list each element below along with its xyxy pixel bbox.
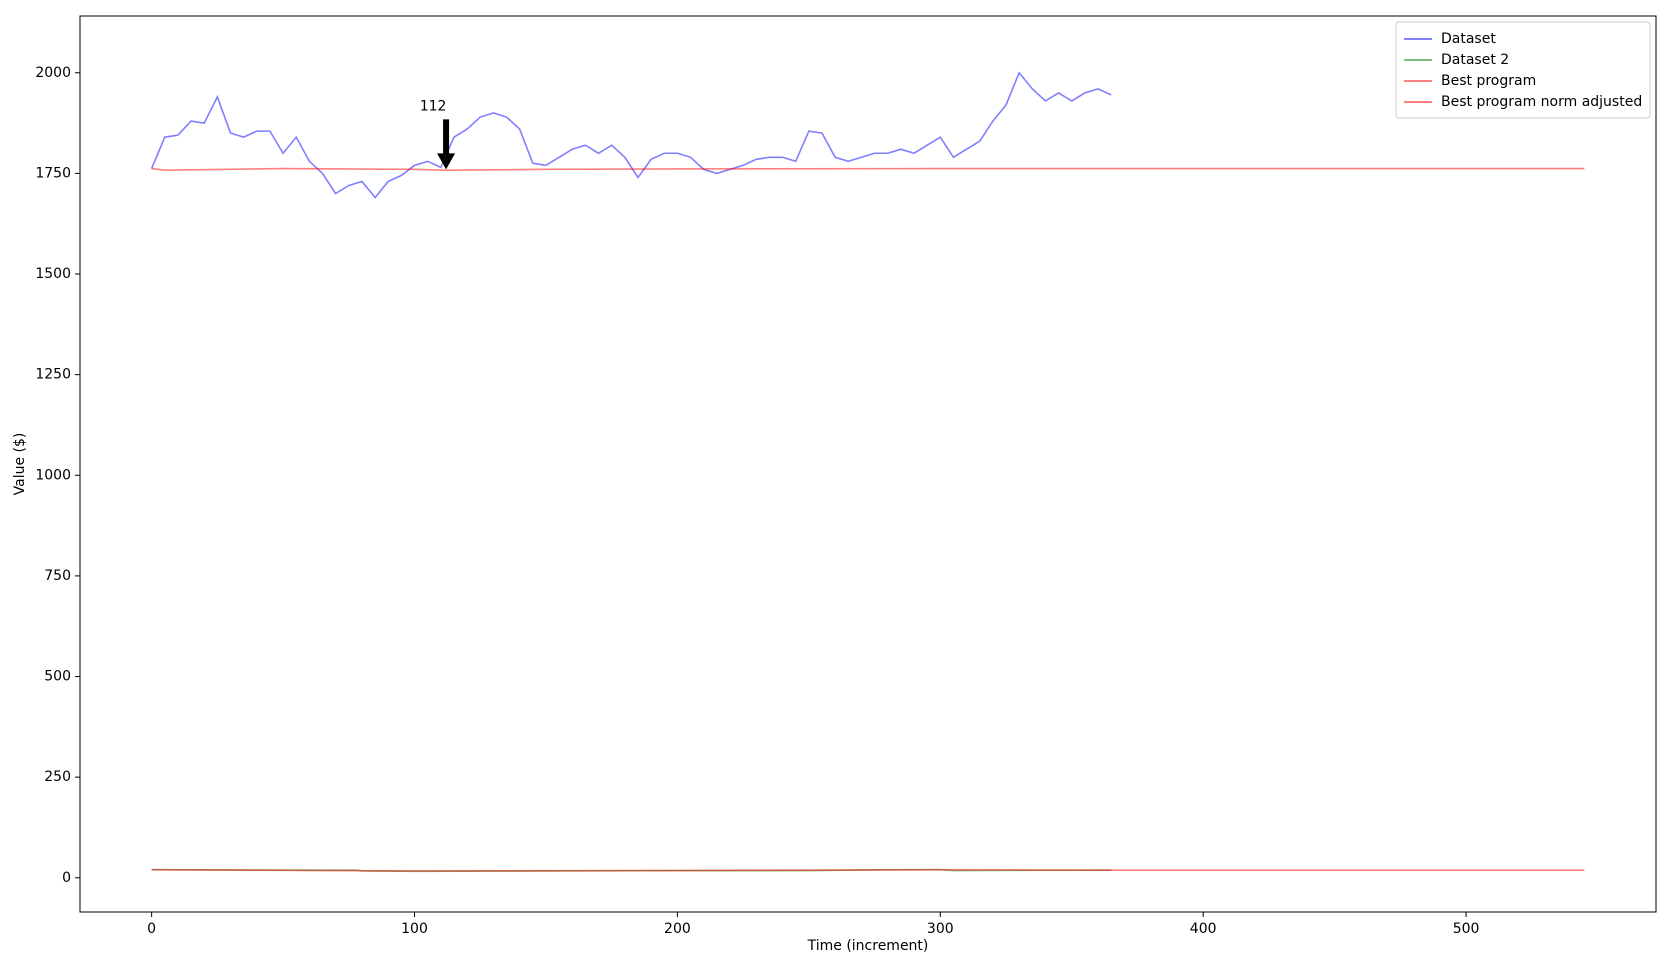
y-tick-label: 750	[44, 568, 71, 584]
x-tick-label: 100	[401, 921, 428, 937]
y-tick-label: 1000	[35, 467, 71, 483]
legend-label: Dataset	[1441, 31, 1496, 47]
x-tick-label: 0	[147, 921, 156, 937]
y-tick-label: 2000	[35, 65, 71, 81]
y-tick-label: 1750	[35, 165, 71, 181]
legend-label: Dataset 2	[1441, 52, 1509, 68]
legend-label: Best program	[1441, 73, 1536, 89]
x-tick-label: 300	[927, 921, 954, 937]
x-tick-label: 500	[1453, 921, 1480, 937]
x-axis-label: Time (increment)	[807, 938, 929, 954]
data-line	[151, 167, 1585, 171]
y-tick-label: 1250	[35, 367, 71, 383]
legend-box	[1395, 21, 1651, 119]
y-axis-label: Value ($)	[12, 433, 28, 496]
y-tick-label: 250	[44, 769, 71, 785]
x-tick-label: 400	[1190, 921, 1217, 937]
y-tick-label: 0	[62, 870, 71, 886]
data-line	[151, 868, 1585, 872]
plot-frame	[79, 15, 1657, 913]
y-tick-label: 1500	[35, 266, 71, 282]
annotation-text: 112	[420, 98, 447, 114]
data-line	[150, 71, 1112, 199]
x-tick-label: 200	[664, 921, 691, 937]
legend-label: Best program norm adjusted	[1441, 94, 1642, 110]
y-tick-label: 500	[44, 669, 71, 685]
annotation-arrow	[437, 119, 456, 170]
